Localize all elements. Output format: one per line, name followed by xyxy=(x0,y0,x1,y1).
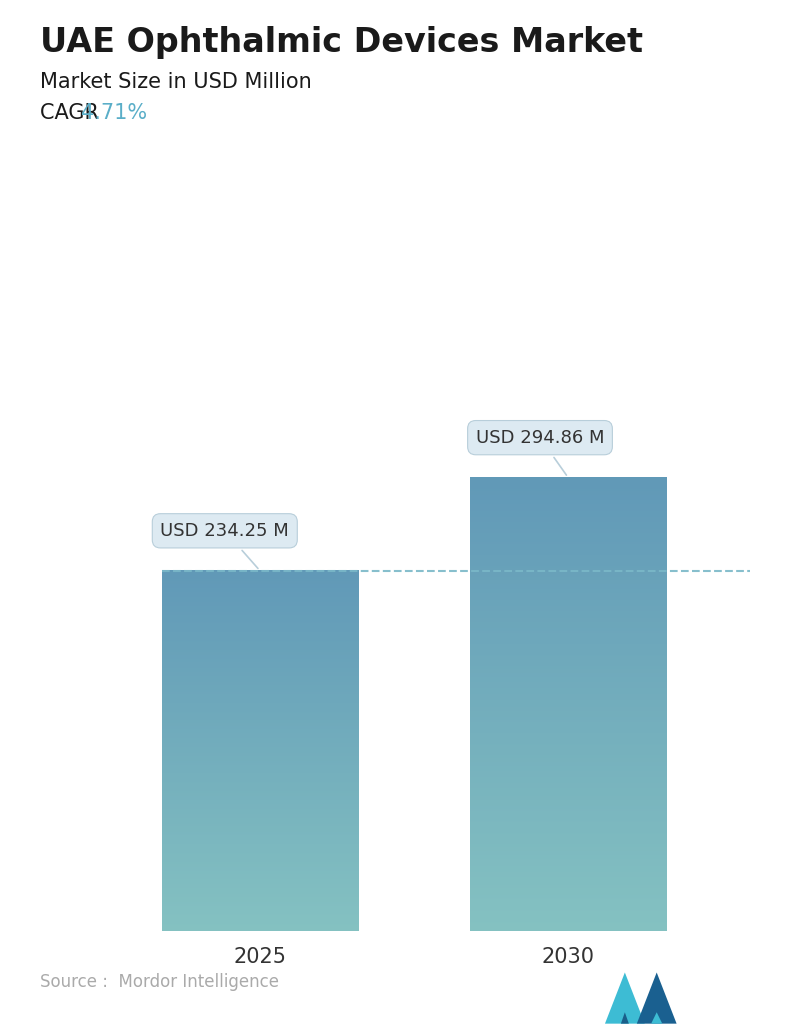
Text: Source :  Mordor Intelligence: Source : Mordor Intelligence xyxy=(40,973,279,991)
Text: CAGR: CAGR xyxy=(40,103,105,123)
Text: USD 294.86 M: USD 294.86 M xyxy=(476,429,604,475)
Polygon shape xyxy=(621,1012,629,1024)
Text: USD 234.25 M: USD 234.25 M xyxy=(161,522,289,569)
Polygon shape xyxy=(651,1012,662,1024)
Text: 4.71%: 4.71% xyxy=(81,103,147,123)
Text: UAE Ophthalmic Devices Market: UAE Ophthalmic Devices Market xyxy=(40,26,643,59)
Polygon shape xyxy=(637,972,677,1024)
Polygon shape xyxy=(605,972,645,1024)
Text: Market Size in USD Million: Market Size in USD Million xyxy=(40,72,311,92)
